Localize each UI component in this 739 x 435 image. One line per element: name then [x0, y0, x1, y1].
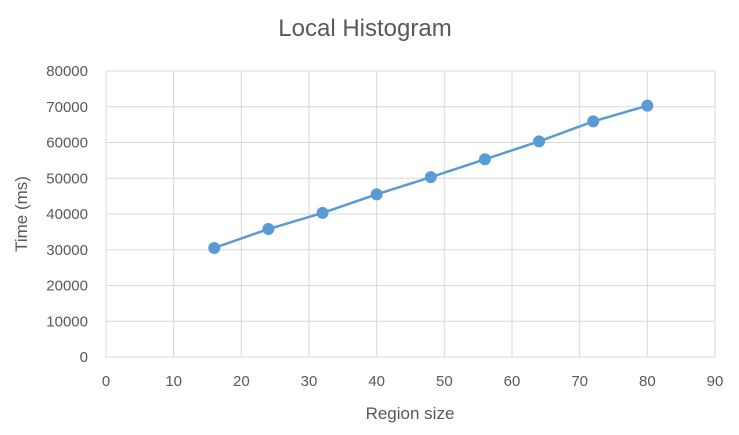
- data-point: [316, 206, 329, 219]
- data-point: [533, 135, 546, 148]
- x-tick-label: 60: [504, 373, 521, 390]
- x-tick-label: 20: [233, 373, 250, 390]
- x-tick-label: 0: [102, 373, 110, 390]
- x-tick-label: 90: [707, 373, 724, 390]
- data-point: [208, 241, 221, 254]
- data-point: [641, 99, 654, 112]
- y-tick-label: 60000: [46, 135, 88, 152]
- x-tick-label: 70: [571, 373, 588, 390]
- y-axis-ticks: 0 10000 20000 30000 40000 50000 60000 70000 8000…: [46, 63, 88, 366]
- x-tick-label: 30: [301, 373, 318, 390]
- y-tick-label: 40000: [46, 206, 88, 223]
- x-tick-label: 40: [368, 373, 385, 390]
- x-tick-label: 50: [436, 373, 453, 390]
- data-points: [208, 99, 654, 254]
- data-point: [370, 188, 383, 201]
- y-tick-label: 10000: [46, 313, 88, 330]
- x-tick-label: 10: [165, 373, 182, 390]
- y-tick-label: 70000: [46, 99, 88, 116]
- gridlines: [105, 70, 716, 358]
- y-tick-label: 0: [80, 349, 88, 366]
- x-axis-ticks: 0 10 20 30 40 50 60 70 80 90: [102, 373, 724, 390]
- y-tick-label: 50000: [46, 170, 88, 187]
- data-point: [424, 171, 437, 184]
- y-tick-label: 20000: [46, 278, 88, 295]
- x-tick-label: 80: [639, 373, 656, 390]
- x-axis-title: Region size: [366, 404, 455, 423]
- y-tick-label: 30000: [46, 242, 88, 259]
- data-point: [587, 115, 600, 128]
- chart-title: Local Histogram: [278, 15, 451, 42]
- y-tick-label: 80000: [46, 63, 88, 80]
- data-point: [478, 153, 491, 166]
- y-axis-title: Time (ms): [12, 176, 31, 252]
- data-point: [262, 223, 275, 236]
